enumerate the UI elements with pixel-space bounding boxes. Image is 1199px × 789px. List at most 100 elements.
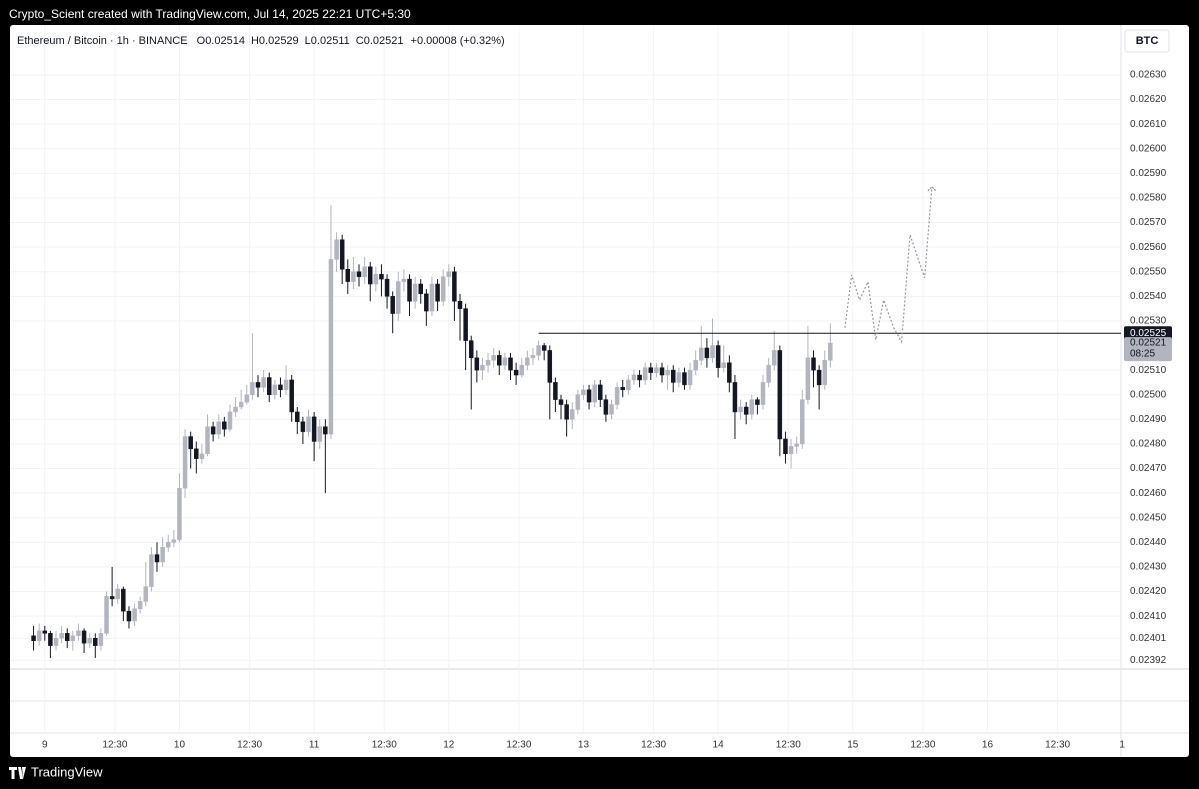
y-tick-label: 0.02630 xyxy=(1130,70,1167,81)
x-tick-label: 12:30 xyxy=(910,740,935,751)
axes: 0.02630 0.02620 0.02610 0.02600 0.02590 0.025… xyxy=(42,70,1172,751)
candle-body xyxy=(822,360,827,386)
candle-body xyxy=(558,399,564,405)
candle-body xyxy=(687,369,693,386)
candle-body xyxy=(177,487,182,541)
candle-body xyxy=(755,399,760,405)
projection-arrowhead xyxy=(927,186,937,192)
x-tick-label: 12:30 xyxy=(776,740,801,751)
candle-body xyxy=(665,369,670,376)
candle-body xyxy=(115,588,120,600)
candle-body xyxy=(272,384,278,395)
candle-body xyxy=(165,542,171,548)
y-tick-label: 0.02460 xyxy=(1130,488,1167,499)
candle-body xyxy=(36,630,42,641)
candle-body xyxy=(743,406,749,415)
candle-body xyxy=(794,443,799,447)
y-tick-label: 0.02450 xyxy=(1130,512,1167,523)
candle-body xyxy=(278,384,283,391)
y-tick-label: 0.02470 xyxy=(1130,463,1167,474)
candle-body xyxy=(373,273,379,285)
candle-body xyxy=(93,638,98,646)
x-tick-label: 12:30 xyxy=(372,740,397,751)
candle-body xyxy=(295,411,300,423)
candle-body xyxy=(64,633,70,641)
candle-body xyxy=(497,355,502,366)
candle-body xyxy=(648,367,654,373)
level-price-label: 0.02525 xyxy=(1130,328,1167,339)
candle-body xyxy=(412,283,418,302)
candle-body xyxy=(42,630,48,634)
ohlc: O0.02514 H0.02529 L0.02511 C0.02521 xyxy=(197,35,404,47)
candle-body xyxy=(424,293,429,312)
ohlc-value: 0.02511 xyxy=(311,35,350,47)
candle-body xyxy=(766,364,771,383)
candle-body xyxy=(143,586,149,602)
candle-body xyxy=(244,394,250,403)
candle-body xyxy=(238,401,244,408)
currency: BTC xyxy=(1136,35,1159,47)
candle-body xyxy=(222,421,227,430)
candle-body xyxy=(362,266,367,277)
footer-logo: TradingView xyxy=(9,764,103,779)
ohlc-value: 0.02529 xyxy=(259,35,299,47)
candle-body xyxy=(435,283,440,302)
candle-body xyxy=(463,308,468,341)
candle-body xyxy=(564,404,569,420)
y-tick-label: 0.02570 xyxy=(1130,217,1167,228)
candle-body xyxy=(283,379,289,391)
logo-icon xyxy=(9,767,26,779)
candle-body xyxy=(811,357,816,371)
candle-body xyxy=(704,347,710,359)
candle-body xyxy=(828,342,833,361)
y-tick-label: 0.02500 xyxy=(1130,389,1167,400)
candle-body xyxy=(109,596,115,600)
candle-body xyxy=(710,345,715,359)
candle-body xyxy=(519,364,524,376)
candle-body xyxy=(693,360,698,371)
candle-body xyxy=(205,426,210,455)
y-tick-label: 0.02440 xyxy=(1130,537,1167,548)
candle-body xyxy=(98,633,104,646)
candle-body xyxy=(699,347,704,361)
candle-body xyxy=(749,399,755,415)
candle-body xyxy=(87,638,92,644)
candle-body xyxy=(137,601,143,609)
candle-body xyxy=(323,426,328,435)
x-tick-label: 12:30 xyxy=(102,740,127,751)
candle-body xyxy=(59,633,64,639)
candle-body xyxy=(581,389,586,395)
candle-body xyxy=(149,554,154,587)
candle-body xyxy=(637,374,642,381)
candle-body xyxy=(384,278,390,297)
candle-body xyxy=(575,394,581,410)
candle-body xyxy=(592,384,597,403)
candle-body xyxy=(474,357,480,371)
candle-body xyxy=(682,372,687,386)
attribution: Crypto_Scient created with TradingView.c… xyxy=(9,7,411,21)
candle-body xyxy=(396,281,401,314)
x-tick-label: 16 xyxy=(982,740,994,751)
candle-body xyxy=(154,554,160,563)
candle-body xyxy=(569,409,575,420)
candle-body xyxy=(676,372,682,383)
candle-body xyxy=(440,276,446,302)
candle-body xyxy=(390,296,395,314)
candle-body xyxy=(508,357,513,371)
candle-body xyxy=(261,377,266,388)
currency-button[interactable] xyxy=(1124,29,1170,53)
level-price-box xyxy=(1124,326,1172,341)
candle-body xyxy=(407,278,412,302)
ohlc-label: O xyxy=(197,35,206,47)
grid xyxy=(10,25,1121,733)
y-tick-label: 0.02392 xyxy=(1130,655,1167,666)
candle-body xyxy=(547,350,553,383)
candle-body xyxy=(48,633,53,646)
candle-body xyxy=(541,345,547,351)
candle-body xyxy=(598,384,603,400)
candle-body xyxy=(783,438,788,455)
candle-body xyxy=(379,273,384,280)
candle-body xyxy=(401,278,407,282)
x-tick-label: 12 xyxy=(443,740,455,751)
